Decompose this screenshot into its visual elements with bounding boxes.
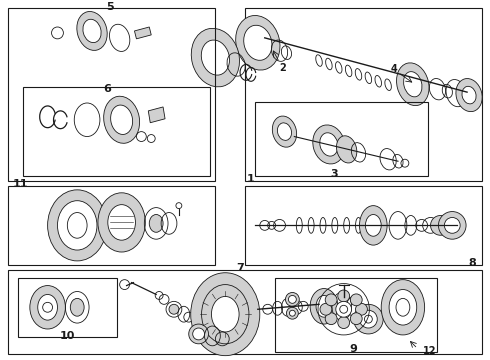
Ellipse shape [396,63,429,105]
Circle shape [325,313,337,325]
Ellipse shape [462,86,476,104]
Circle shape [350,294,362,306]
Circle shape [169,304,179,314]
Bar [274,278,438,352]
Ellipse shape [83,19,101,42]
Bar [8,8,216,181]
Circle shape [431,216,450,235]
Polygon shape [134,27,151,39]
Ellipse shape [320,133,338,156]
Circle shape [289,296,296,303]
Ellipse shape [456,78,482,112]
Ellipse shape [201,40,229,75]
Ellipse shape [70,298,84,316]
Circle shape [360,310,377,328]
Circle shape [193,328,204,340]
Circle shape [439,212,466,239]
Bar [245,186,482,265]
Ellipse shape [310,288,338,324]
Text: 5: 5 [106,2,114,12]
Bar [8,270,482,354]
Ellipse shape [277,123,292,140]
Ellipse shape [212,296,239,332]
Text: 8: 8 [468,258,476,268]
Text: 3: 3 [330,169,338,179]
Ellipse shape [191,273,260,356]
Ellipse shape [111,105,133,135]
Circle shape [325,294,337,306]
Ellipse shape [30,285,65,329]
Ellipse shape [337,136,357,163]
Bar [245,8,482,181]
Ellipse shape [313,125,345,164]
Ellipse shape [77,12,107,50]
Text: 2: 2 [279,63,286,73]
Ellipse shape [236,15,280,70]
Ellipse shape [38,294,57,320]
Circle shape [290,310,295,316]
Ellipse shape [389,289,416,325]
Ellipse shape [48,190,107,261]
Text: 6: 6 [103,84,111,94]
Bar [18,278,117,337]
Circle shape [286,292,299,306]
Ellipse shape [104,96,140,143]
Ellipse shape [404,72,422,97]
Ellipse shape [244,25,272,60]
Ellipse shape [149,215,163,232]
Bar [23,87,211,176]
Text: 11: 11 [13,179,28,189]
Ellipse shape [272,116,296,147]
Bar [8,186,216,265]
Text: 7: 7 [236,263,244,273]
Circle shape [338,317,350,329]
Circle shape [350,313,362,325]
Circle shape [354,304,383,334]
Ellipse shape [381,280,425,335]
Ellipse shape [57,201,97,250]
Text: 9: 9 [350,344,358,354]
Circle shape [320,303,332,315]
Circle shape [356,303,368,315]
Text: 12: 12 [423,346,436,356]
Ellipse shape [366,215,381,236]
Text: 10: 10 [60,331,75,341]
Ellipse shape [191,28,240,87]
Circle shape [287,307,298,319]
Bar [255,102,428,176]
Ellipse shape [201,285,249,344]
Circle shape [189,324,208,344]
Circle shape [444,217,460,233]
Text: 1: 1 [247,174,255,184]
Ellipse shape [360,206,387,245]
Text: 4: 4 [391,64,397,75]
Circle shape [336,301,352,317]
Ellipse shape [108,204,135,240]
Ellipse shape [98,193,146,252]
Circle shape [338,290,350,302]
Ellipse shape [316,296,332,317]
Polygon shape [148,107,165,123]
